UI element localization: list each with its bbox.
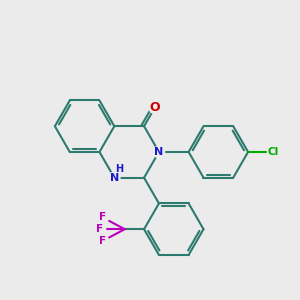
Circle shape — [97, 212, 108, 223]
Text: F: F — [96, 224, 103, 234]
Text: N: N — [154, 147, 164, 157]
Circle shape — [97, 235, 108, 247]
Circle shape — [149, 102, 160, 113]
Circle shape — [94, 224, 105, 235]
Circle shape — [268, 146, 279, 158]
Text: Cl: Cl — [268, 147, 279, 157]
Text: F: F — [99, 236, 106, 246]
Text: F: F — [99, 212, 106, 223]
Circle shape — [109, 172, 120, 183]
Text: H: H — [116, 164, 124, 174]
Text: N: N — [110, 173, 119, 183]
Text: O: O — [149, 101, 160, 114]
Circle shape — [153, 146, 165, 158]
